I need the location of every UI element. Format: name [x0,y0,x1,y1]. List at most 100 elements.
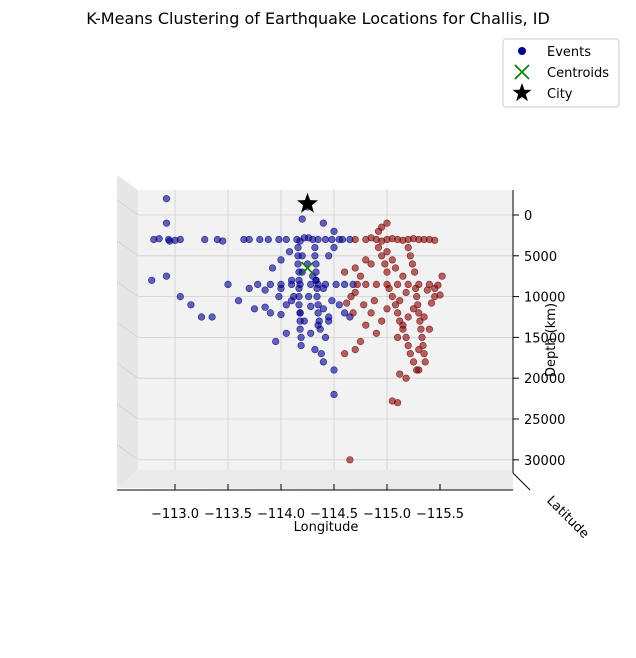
event-point [438,272,446,280]
event-point [321,235,330,244]
event-point [297,333,305,342]
event-point [311,252,319,260]
event-point [399,321,407,329]
event-point [341,280,349,289]
grid-line-left [116,322,139,338]
event-point [383,268,391,276]
event-point [425,325,434,333]
event-point [343,299,351,307]
event-point [288,280,296,289]
z-tick-label: 30000 [524,454,565,469]
event-point [297,342,305,350]
grid-line-left [116,444,139,461]
event-point [295,284,303,293]
event-point [346,456,354,464]
z-tick-label: 25000 [524,413,565,428]
event-point [330,366,338,374]
event-point [378,317,386,325]
z-tick-labels: 0 5000 10000 15000 20000 25000 30000 [513,209,565,469]
event-point [319,358,328,366]
x-tick-label: −114.0 [257,507,305,522]
event-point [294,252,302,260]
event-point [399,272,407,280]
event-point [319,219,328,227]
event-point [312,260,320,268]
event-point [250,305,259,313]
event-point [349,309,357,317]
event-point [420,313,428,321]
event-point [321,280,330,289]
event-point [415,366,423,374]
axis-lines [117,190,531,491]
event-point [347,293,355,301]
event-point [360,301,368,309]
event-point [383,248,391,256]
centroid-marker [300,261,315,275]
event-point [295,301,303,309]
event-point [305,234,313,242]
legend: Events Centroids City [502,38,620,108]
event-point [275,235,283,244]
event-point [396,370,404,378]
x-tick-label: −115.0 [363,507,411,522]
special-markers [297,192,318,275]
event-point [383,219,391,227]
grid-line-left [116,362,139,379]
event-point [431,284,439,293]
event-point [415,309,423,317]
event-point [277,280,285,289]
x-tick-labels: −113.0 −113.5 −114.0 −114.5 −115.0 −115.5 [151,484,464,522]
event-point [176,293,184,301]
event-point [295,276,303,284]
y-axis-line [512,472,531,491]
event-point [148,276,156,284]
event-point [317,350,325,358]
event-point [296,309,304,317]
event-point [314,301,322,309]
event-point [431,293,439,301]
event-point [272,337,280,346]
event-point [330,390,338,399]
legend-centroids-label: Centroids [547,66,609,81]
event-point [295,293,303,301]
event-point [394,333,402,342]
event-point [294,260,302,268]
event-point [391,264,400,272]
event-point [420,235,428,244]
event-point [312,276,320,284]
event-point [162,195,171,203]
event-point [254,280,262,289]
event-point [341,268,349,276]
event-point [421,358,429,366]
event-point [362,321,370,329]
event-point [162,272,171,280]
event-point [418,333,426,342]
event-point [351,346,359,354]
event-point [328,297,336,305]
event-point [409,358,418,366]
event-point [396,297,404,305]
z-tick-label: 20000 [524,372,565,387]
event-point [245,284,253,293]
grid-line-left [116,199,139,216]
event-point [208,313,216,321]
z-tick-label: 15000 [524,331,565,346]
event-point [385,284,393,293]
event-point [388,397,396,405]
x-tick-label: −113.5 [204,507,252,522]
event-point [367,234,375,242]
z-axis-label: Depth (km) [544,303,559,377]
event-point [197,313,206,321]
axes-panes [117,175,513,490]
event-point [406,252,414,260]
legend-centroids-marker [514,64,530,80]
event-point [187,301,195,309]
event-point [201,235,209,244]
event-point [413,293,421,301]
event-point [311,346,319,354]
event-point [319,305,328,313]
event-point [307,280,315,289]
back-pane [138,190,513,470]
event-point [305,293,313,301]
event-point [282,301,290,309]
